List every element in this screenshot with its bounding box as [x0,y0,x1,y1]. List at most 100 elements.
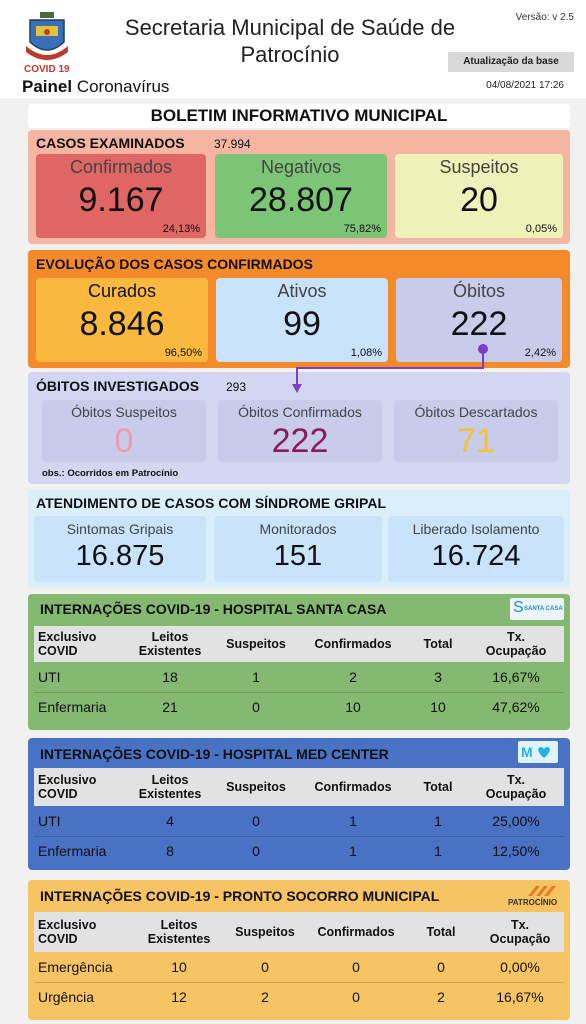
row-name: Enfermaria [38,699,107,716]
card-monitorados-value: 151 [273,540,323,572]
update-label: Atualização da base [448,52,574,72]
col-suspeitos: Suspeitos [235,925,295,939]
card-suspeitos-value: 20 [460,181,498,219]
row-name: Enfermaria [38,843,107,860]
row-leitos: 21 [162,699,178,716]
patrocinio-logo: PATROCÍNIO [506,884,564,908]
card-curados: Curados 8.846 96,50% [36,278,208,362]
obitos-investigados-panel: ÓBITOS INVESTIGADOS 293 Óbitos Suspeitos… [28,372,570,484]
col-confirmados: Confirmados [314,780,392,794]
card-monitorados-label: Monitorados [259,521,337,537]
pronto-socorro-title: INTERNAÇÕES COVID-19 - PRONTO SOCORRO MU… [40,888,440,904]
card-liberado-isolamento: Liberado Isolamento 16.724 [388,516,564,582]
row-leitos: 4 [166,812,174,829]
row-suspeitos: 0 [261,958,269,975]
med-center-title: INTERNAÇÕES COVID-19 - HOSPITAL MED CENT… [40,746,389,762]
row-total: 0 [437,958,445,975]
row-leitos: 10 [171,958,187,975]
panel-name: Painel Coronavírus [22,77,169,97]
col-tx-ocupacao: Tx. Ocupação [485,630,547,658]
table-header-row: Exclusivo COVID Leitos Existentes Suspeito… [34,912,564,952]
patrocinio-logo-icon [528,886,556,896]
table-header-row: Exclusivo COVID Leitos Existentes Suspeito… [34,768,564,806]
row-name: UTI [38,668,61,685]
col-exclusivo-covid: Exclusivo COVID [38,773,97,801]
card-obitos-value: 222 [450,305,508,343]
covid-19-tag: COVID 19 [24,64,70,75]
card-ativos: Ativos 99 1,08% [216,278,388,362]
bulletin-title: BOLETIM INFORMATIVO MUNICIPAL [28,104,570,128]
casos-examinados-total: 37.994 [214,137,251,151]
row-name: UTI [38,812,61,829]
row-name: Emergência [38,958,113,975]
row-suspeitos: 0 [252,843,260,860]
row-leitos: 18 [162,668,178,685]
card-monitorados: Monitorados 151 [214,516,382,582]
row-leitos: 8 [166,843,174,860]
header: COVID 19 Painel Coronavírus Secretaria M… [0,0,586,98]
med-center-panel: INTERNAÇÕES COVID-19 - HOSPITAL MED CENT… [28,738,570,870]
row-total: 3 [434,668,442,685]
col-leitos-existentes: Leitos Existentes [138,630,202,658]
row-tx: 16,67% [496,989,544,1006]
obitos-investigados-title: ÓBITOS INVESTIGADOS [36,378,200,394]
col-total: Total [423,780,453,794]
card-sintomas-gripais-value: 16.875 [75,540,165,572]
row-confirmados: 1 [349,812,357,829]
row-total: 10 [430,699,446,716]
row-confirmados: 1 [349,843,357,860]
city-coat-of-arms-logo [26,12,68,60]
obitos-investigados-total: 293 [226,380,247,394]
table-row: Emergência 10 0 0 0 0,00% [34,952,564,982]
row-total: 1 [434,843,442,860]
col-leitos-existentes: Leitos Existentes [147,918,211,946]
row-tx: 25,00% [492,812,540,829]
card-obitos-confirmados: Óbitos Confirmados 222 [218,400,382,462]
santa-casa-logo-icon: S [513,599,524,616]
card-confirmados: Confirmados 9.167 24,13% [36,154,206,238]
sindrome-gripal-title: ATENDIMENTO DE CASOS COM SÍNDROME GRIPAL [36,495,387,511]
card-suspeitos-label: Suspeitos [439,157,519,177]
med-center-table: Exclusivo COVID Leitos Existentes Suspeito… [34,768,564,866]
santa-casa-title: INTERNAÇÕES COVID-19 - HOSPITAL SANTA CA… [40,601,387,617]
row-leitos: 12 [171,989,187,1006]
panel-name-bold: Painel [22,77,73,96]
col-tx-ocupacao: Tx. Ocupação [489,918,551,946]
col-total: Total [423,637,453,651]
col-suspeitos: Suspeitos [226,780,286,794]
row-confirmados: 0 [352,989,360,1006]
santa-casa-table: Exclusivo COVID Leitos Existentes Suspeito… [34,626,564,722]
card-negativos: Negativos 28.807 75,82% [215,154,387,238]
card-obitos-confirmados-value: 222 [271,422,329,460]
row-tx: 12,50% [492,843,540,860]
card-curados-pct: 96,50% [164,347,202,359]
row-name: Urgência [38,989,95,1006]
card-sintomas-gripais-label: Sintomas Gripais [66,521,174,537]
svg-text:M: M [521,744,533,760]
pronto-socorro-panel: INTERNAÇÕES COVID-19 - PRONTO SOCORRO MU… [28,880,570,1020]
card-obitos-descartados-label: Óbitos Descartados [414,404,538,420]
col-total: Total [426,925,456,939]
table-row: UTI 4 0 1 1 25,00% [34,806,564,836]
col-confirmados: Confirmados [314,637,392,651]
col-confirmados: Confirmados [317,925,395,939]
card-obitos-confirmados-label: Óbitos Confirmados [238,404,362,420]
card-negativos-pct: 75,82% [343,223,381,235]
card-obitos-suspeitos-label: Óbitos Suspeitos [71,404,177,420]
row-tx: 0,00% [500,958,540,975]
col-tx-ocupacao: Tx. Ocupação [485,773,547,801]
col-exclusivo-covid: Exclusivo COVID [38,918,97,946]
card-confirmados-value: 9.167 [78,181,164,219]
card-obitos-descartados: Óbitos Descartados 71 [394,400,558,462]
card-confirmados-pct: 24,13% [162,223,200,235]
casos-examinados-panel: CASOS EXAMINADOS 37.994 Confirmados 9.16… [28,130,570,244]
row-total: 1 [434,812,442,829]
version-label: Versão: v 2.5 [515,12,574,23]
pronto-socorro-table: Exclusivo COVID Leitos Existentes Suspeito… [34,912,564,1012]
card-curados-value: 8.846 [79,305,165,343]
card-ativos-pct: 1,08% [350,347,382,359]
obitos-obs-note: obs.: Ocorridos em Patrocínio [42,468,179,479]
santa-casa-logo: S SANTA CASA [510,598,564,620]
table-header-row: Exclusivo COVID Leitos Existentes Suspeito… [34,626,564,662]
table-row: Enfermaria 8 0 1 1 12,50% [34,836,564,866]
